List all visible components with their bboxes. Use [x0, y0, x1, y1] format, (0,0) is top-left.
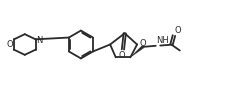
Text: O: O: [140, 39, 146, 48]
Polygon shape: [130, 46, 144, 57]
Text: NH: NH: [156, 36, 169, 45]
Text: O: O: [175, 26, 181, 35]
Text: N: N: [37, 36, 43, 45]
Text: O: O: [119, 51, 125, 60]
Text: O: O: [6, 40, 13, 49]
